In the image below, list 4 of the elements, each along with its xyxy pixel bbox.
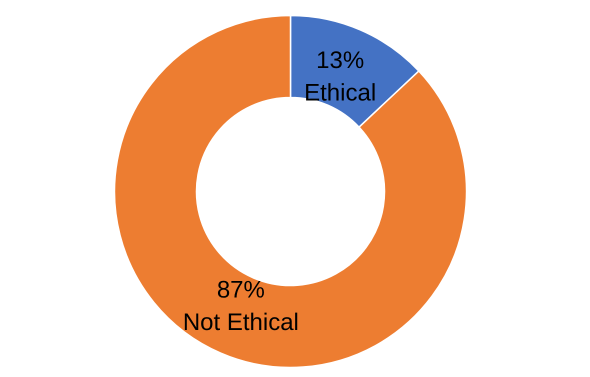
data-label: 87% <box>216 276 265 304</box>
slice-label: Ethical <box>304 79 376 106</box>
slice-label: Not Ethical <box>182 308 299 336</box>
data-label: 13% <box>316 47 364 74</box>
